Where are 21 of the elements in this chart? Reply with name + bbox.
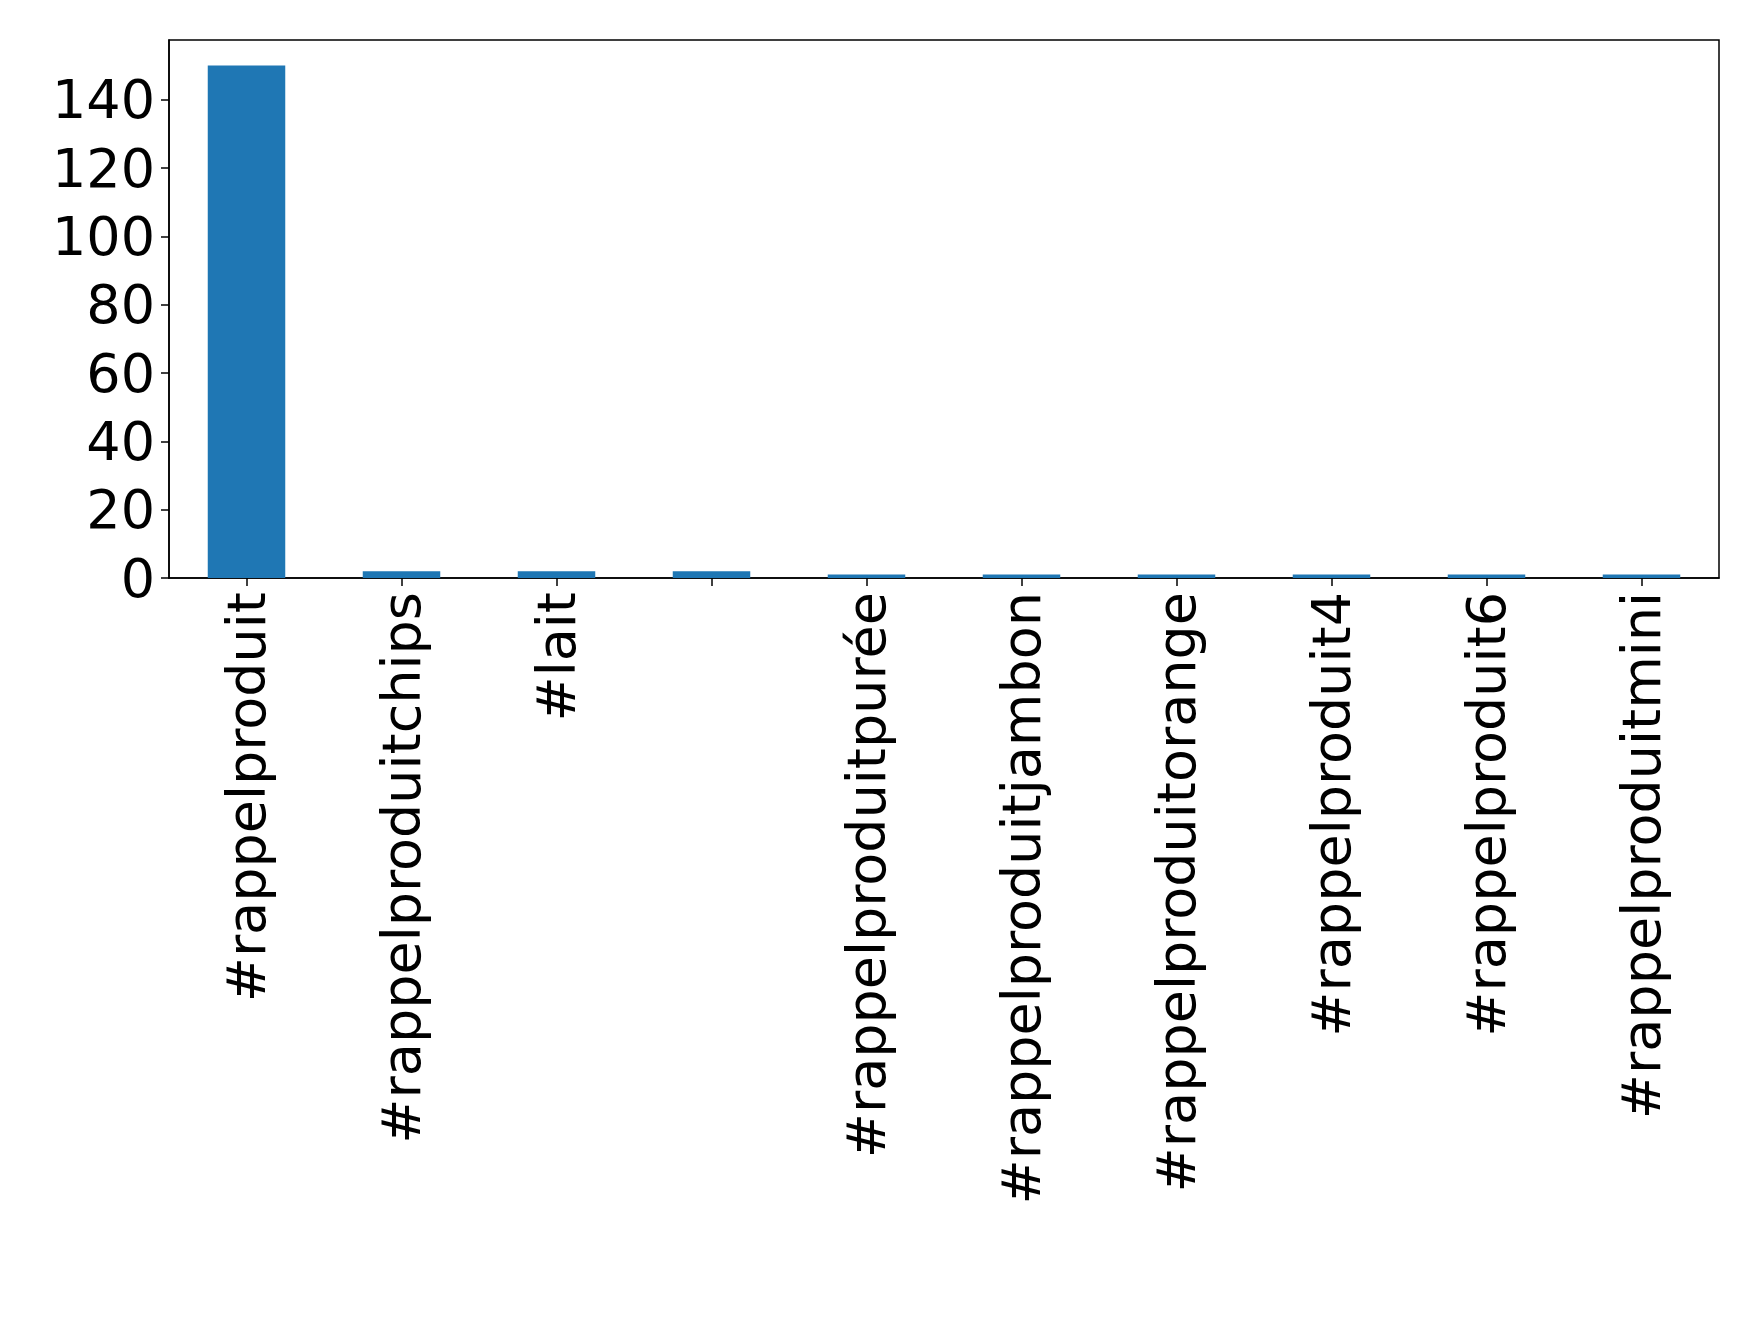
y-tick-label: 100	[51, 204, 155, 268]
x-tick-label: #rappelproduitpurée	[835, 592, 898, 1159]
x-tick-label: #rappelproduitorange	[1145, 592, 1208, 1193]
bar	[672, 571, 751, 578]
y-tick-label: 140	[51, 68, 155, 132]
y-tick-label: 60	[86, 341, 155, 405]
y-tick-label: 0	[120, 546, 155, 610]
y-tick-label: 40	[86, 409, 155, 473]
bar	[207, 65, 286, 578]
x-tick-label: #rappelproduitchips	[370, 592, 433, 1144]
x-tick-label: #rappelproduit4	[1300, 592, 1363, 1037]
x-tick-label: #rappelproduit6	[1455, 592, 1518, 1037]
y-tick-label: 80	[86, 273, 155, 337]
x-tick-label: #rappelproduit	[215, 592, 278, 1003]
x-tick-label: #rappelproduitjambon	[990, 592, 1053, 1205]
y-tick-label: 20	[86, 478, 155, 542]
bar	[517, 571, 596, 578]
bar	[362, 571, 441, 578]
x-tick-label: #rappelproduitmini	[1610, 592, 1673, 1120]
y-tick-label: 120	[51, 136, 155, 200]
x-tick-label: #lait	[525, 592, 588, 722]
